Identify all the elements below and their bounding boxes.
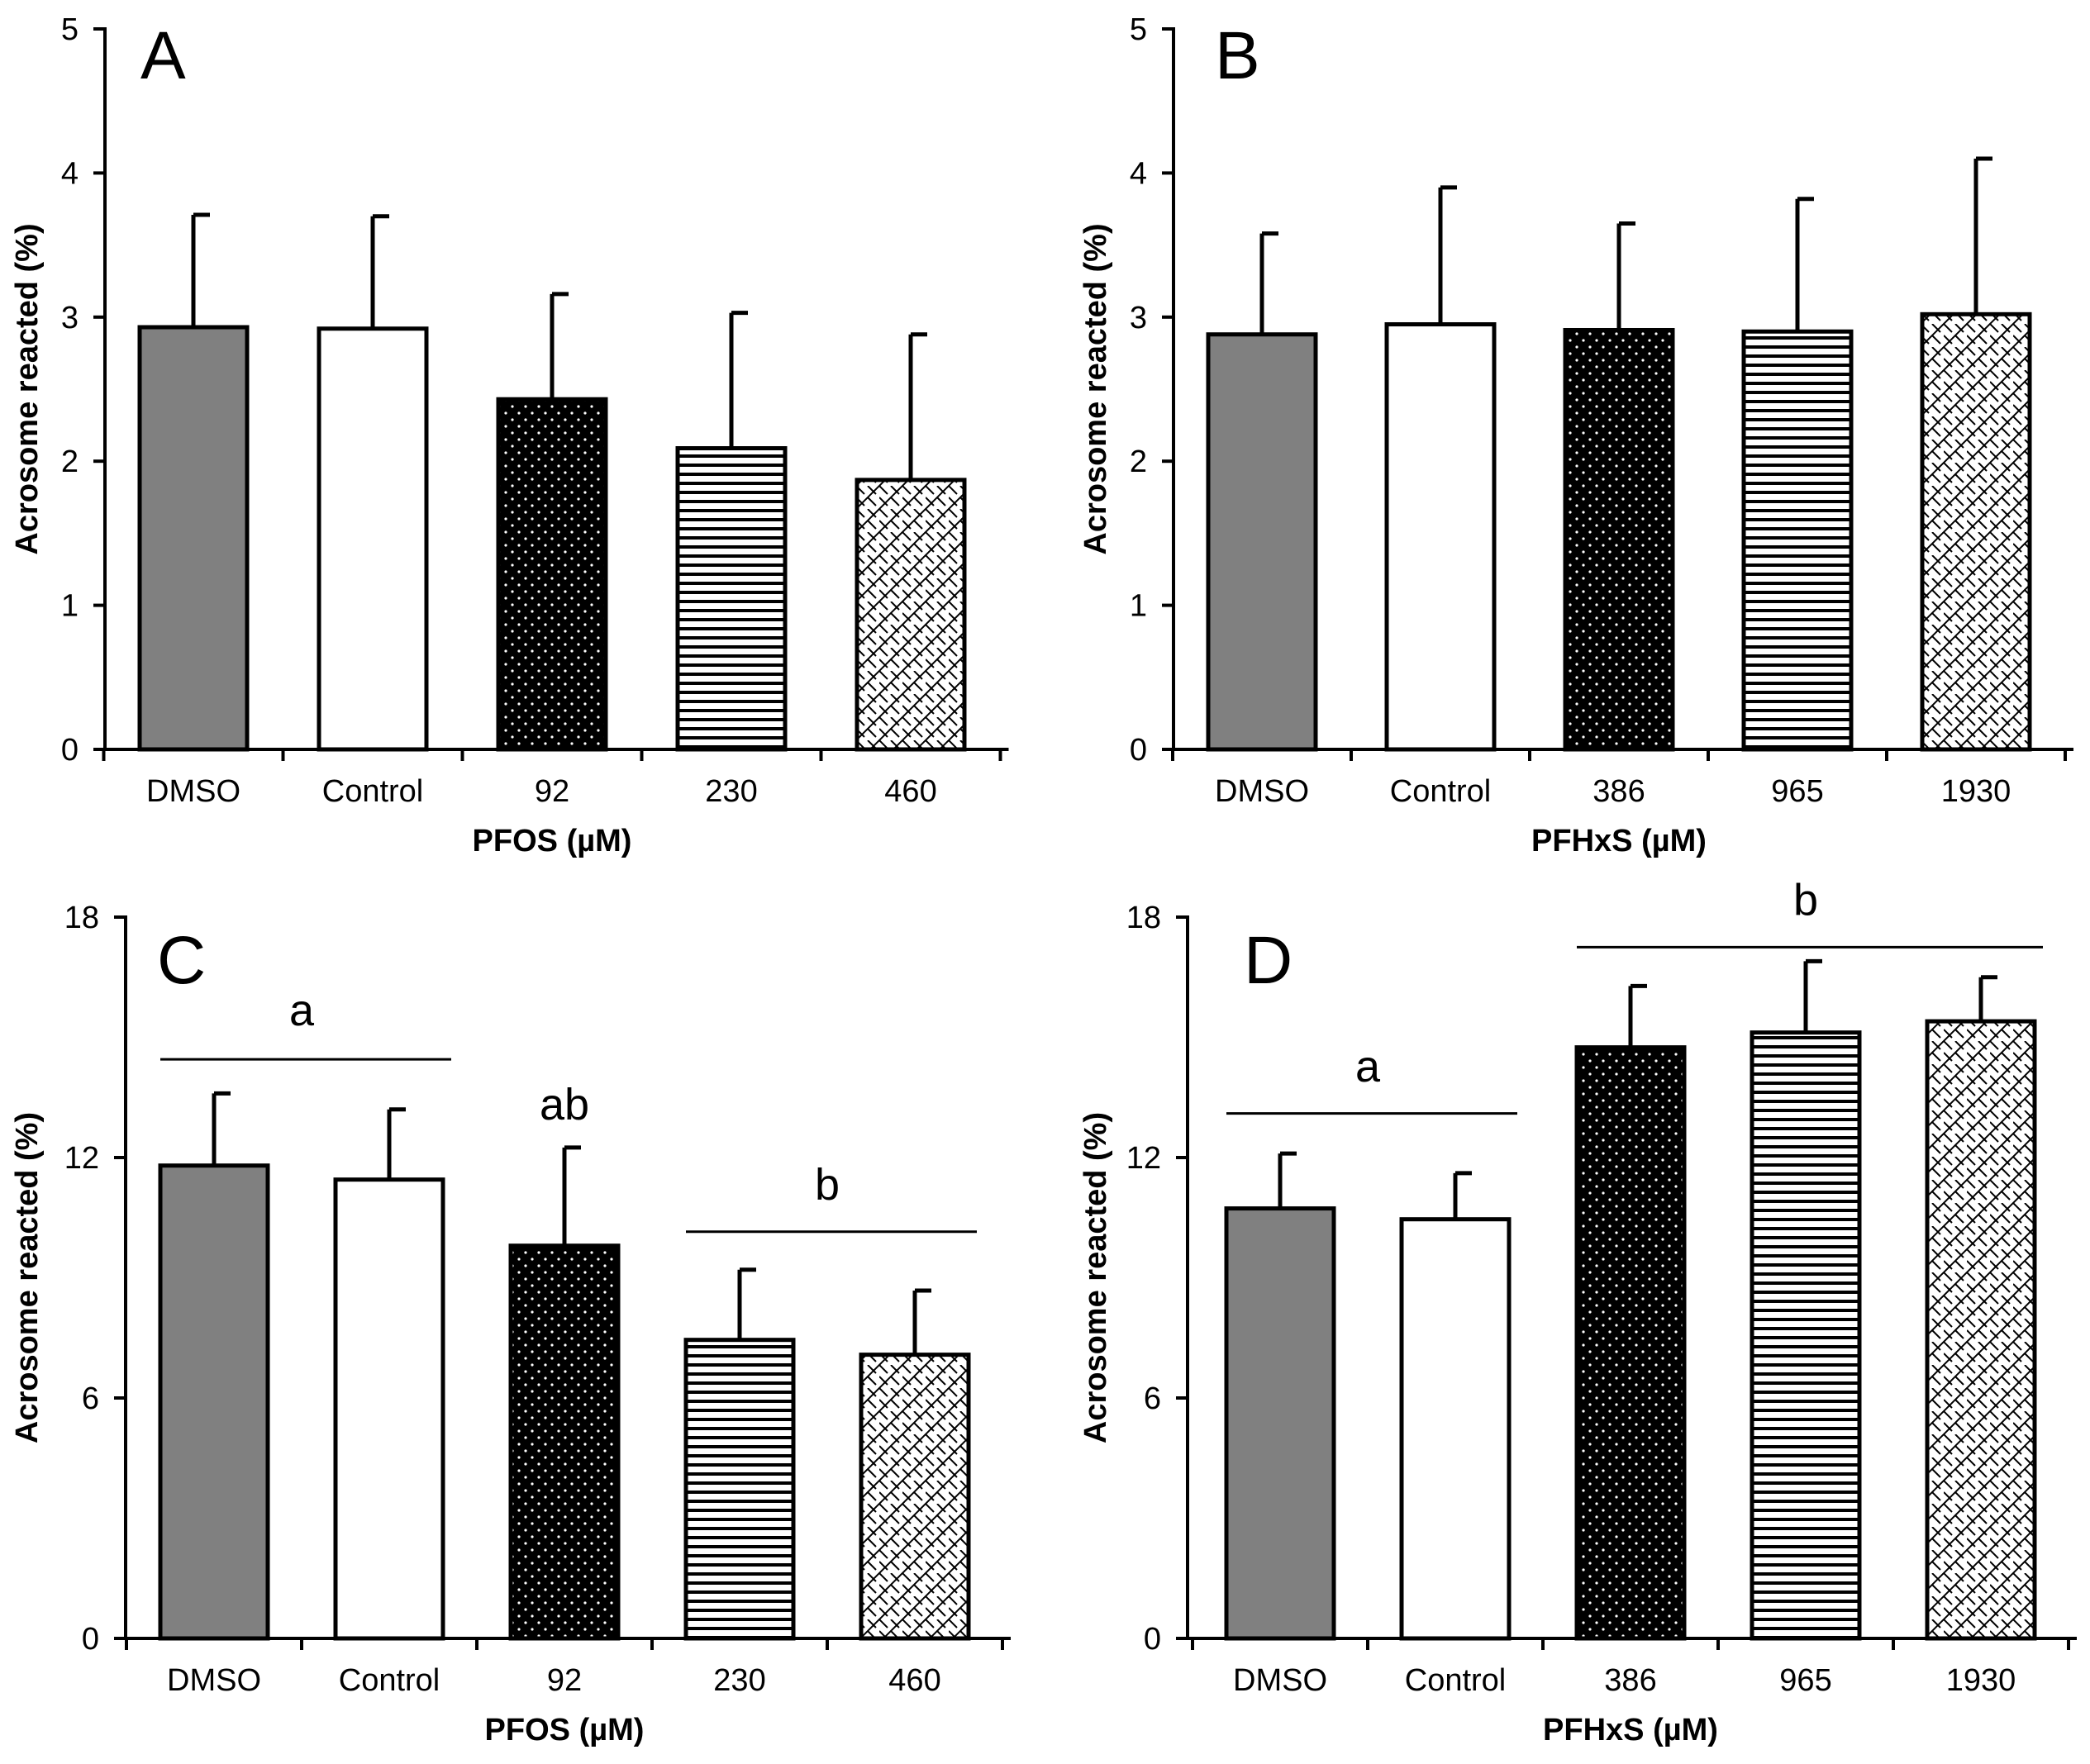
x-tick-label: 92 (547, 1663, 582, 1698)
panel-letter: B (1215, 18, 1260, 93)
bar-a-4 (855, 478, 967, 752)
x-tick-label: Control (339, 1663, 440, 1698)
y-axis-title: Acrosome reacted (%) (10, 223, 45, 554)
x-tick-label: 460 (888, 1663, 940, 1698)
y-tick-label: 0 (1144, 1622, 1161, 1657)
x-tick-label: 1930 (1941, 774, 2011, 809)
bar-b-0 (1206, 332, 1318, 752)
x-axis-title: PFHxS (µM) (1543, 1713, 1718, 1747)
bar-b-3 (1741, 329, 1854, 752)
x-tick-label: 965 (1779, 1663, 1831, 1698)
y-axis-title: Acrosome reacted (%) (1078, 1112, 1113, 1443)
significance-label: a (289, 986, 315, 1035)
significance-label: ab (540, 1080, 589, 1129)
y-axis-title: Acrosome reacted (%) (10, 1112, 45, 1443)
x-tick-label: 965 (1771, 774, 1823, 809)
x-tick-label: 92 (535, 774, 569, 809)
x-tick-label: DMSO (146, 774, 240, 809)
bar-b-1 (1384, 322, 1497, 752)
x-tick-label: 460 (884, 774, 936, 809)
x-tick-label: DMSO (1233, 1663, 1327, 1698)
y-tick-label: 2 (61, 445, 79, 479)
panel-b: 0 1 2 3 4 5 DMSO Control 386 965 1930 PFHxS (µM) Acr… (1078, 12, 2073, 858)
x-tick-label: 386 (1592, 774, 1645, 809)
y-tick-label: 3 (1130, 301, 1147, 335)
y-tick-label: 4 (1130, 156, 1147, 191)
bar-c-0 (158, 1163, 270, 1641)
y-tick-label: 4 (61, 156, 79, 191)
x-tick-label: 230 (705, 774, 757, 809)
y-tick-label: 5 (61, 12, 79, 47)
bar-c-1 (333, 1177, 445, 1641)
y-tick-label: 12 (64, 1141, 99, 1176)
x-tick-label: Control (1390, 774, 1492, 809)
bar-d-4 (1925, 1019, 2037, 1641)
y-axis-title: Acrosome reacted (%) (1078, 223, 1113, 554)
x-tick-label: 1930 (1946, 1663, 2016, 1698)
panel-d: 0 6 12 18 DMSO Control 386 965 1930 PFHxS (µM) Acr… (1078, 876, 2077, 1747)
panel-c: 0 6 12 18 DMSO Control 92 230 460 PFOS (µM) Acroso… (10, 901, 1011, 1747)
bar-d-2 (1574, 1045, 1687, 1641)
bar-b-2 (1563, 327, 1675, 752)
x-tick-label: Control (1405, 1663, 1507, 1698)
x-axis-title: PFHxS (µM) (1531, 824, 1707, 858)
y-tick-label: 2 (1130, 445, 1147, 479)
x-tick-label: DMSO (167, 1663, 261, 1698)
bar-a-2 (496, 397, 608, 752)
x-axis-title: PFOS (µM) (473, 824, 632, 858)
y-tick-label: 1 (1130, 589, 1147, 624)
bar-a-0 (137, 325, 250, 752)
y-tick-label: 1 (61, 589, 79, 624)
panel-letter: A (140, 18, 186, 93)
panel-letter: C (157, 923, 206, 998)
bar-d-3 (1750, 1030, 1862, 1641)
significance-label: a (1355, 1042, 1381, 1091)
bar-d-0 (1224, 1206, 1336, 1641)
bar-d-1 (1399, 1217, 1512, 1641)
y-tick-label: 5 (1130, 12, 1147, 47)
bar-c-3 (683, 1338, 796, 1641)
y-tick-label: 12 (1126, 1141, 1161, 1176)
y-tick-label: 18 (1126, 901, 1161, 935)
bar-a-1 (317, 326, 429, 752)
y-tick-label: 6 (1144, 1381, 1161, 1416)
y-tick-label: 18 (64, 901, 99, 935)
x-tick-label: DMSO (1215, 774, 1309, 809)
panel-a: 0 1 2 3 4 5 DMSO Control 92 230 460 PFOS (µM) Acroso… (10, 12, 1009, 858)
x-tick-label: Control (322, 774, 424, 809)
significance-label: b (1793, 876, 1818, 925)
y-tick-label: 0 (1130, 733, 1147, 768)
bar-b-4 (1920, 311, 2032, 752)
y-tick-label: 0 (61, 733, 79, 768)
panel-letter: D (1244, 923, 1293, 998)
x-axis-title: PFOS (µM) (485, 1713, 645, 1747)
bar-a-3 (675, 446, 788, 752)
x-tick-label: 230 (713, 1663, 765, 1698)
bar-c-4 (859, 1353, 971, 1641)
y-tick-label: 6 (82, 1381, 99, 1416)
x-tick-label: 386 (1604, 1663, 1656, 1698)
y-tick-label: 0 (82, 1622, 99, 1657)
y-tick-label: 3 (61, 301, 79, 335)
significance-label: b (815, 1160, 840, 1210)
bar-c-2 (508, 1243, 621, 1641)
